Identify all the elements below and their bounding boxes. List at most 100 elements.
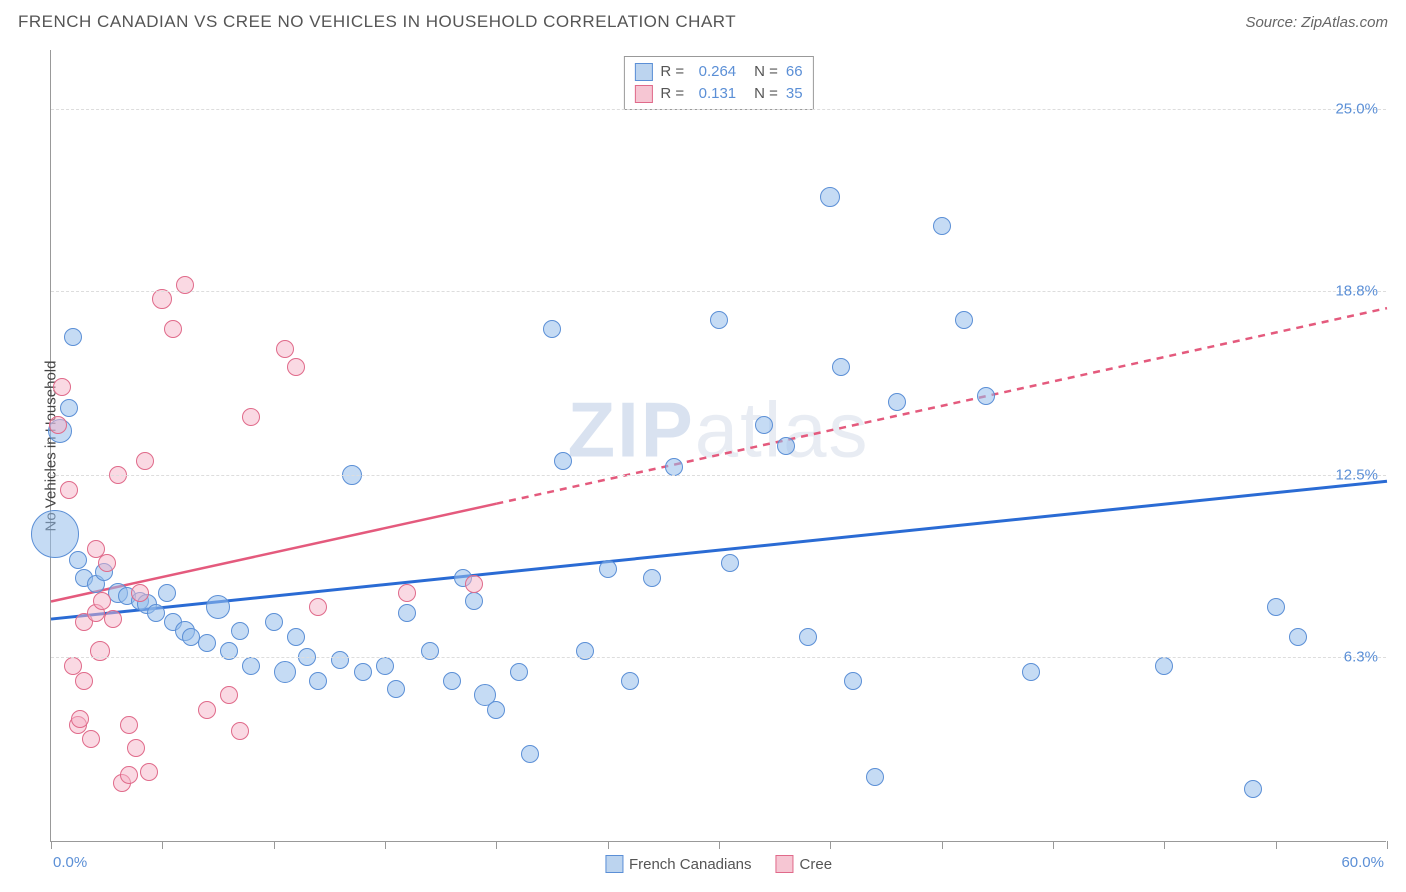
scatter-point xyxy=(158,584,176,602)
x-tick xyxy=(51,841,52,849)
scatter-point xyxy=(376,657,394,675)
scatter-point xyxy=(53,378,71,396)
scatter-point xyxy=(465,575,483,593)
scatter-point xyxy=(510,663,528,681)
scatter-point xyxy=(933,217,951,235)
scatter-point xyxy=(398,604,416,622)
scatter-point xyxy=(287,628,305,646)
x-tick xyxy=(274,841,275,849)
scatter-point xyxy=(443,672,461,690)
plot-area xyxy=(51,50,1386,841)
legend-label: French Canadians xyxy=(629,856,752,873)
x-tick xyxy=(830,841,831,849)
legend-swatch xyxy=(776,855,794,873)
scatter-point xyxy=(465,592,483,610)
scatter-point xyxy=(755,416,773,434)
scatter-point xyxy=(643,569,661,587)
scatter-point xyxy=(104,610,122,628)
scatter-point xyxy=(710,311,728,329)
scatter-point xyxy=(140,763,158,781)
scatter-point xyxy=(69,551,87,569)
gridline xyxy=(51,109,1386,110)
scatter-point xyxy=(287,358,305,376)
scatter-point xyxy=(60,399,78,417)
scatter-point xyxy=(955,311,973,329)
scatter-point xyxy=(164,320,182,338)
correlation-swatch xyxy=(634,85,652,103)
legend-item: Cree xyxy=(776,855,833,873)
y-tick-label: 12.5% xyxy=(1335,467,1378,484)
plot-frame: No Vehicles in Household ZIPatlas R =0.2… xyxy=(50,50,1386,842)
scatter-point xyxy=(120,766,138,784)
scatter-point xyxy=(276,340,294,358)
gridline xyxy=(51,657,1386,658)
n-label: N = xyxy=(754,83,778,105)
scatter-point xyxy=(120,716,138,734)
x-tick xyxy=(1164,841,1165,849)
r-label: R = xyxy=(660,61,684,83)
scatter-point xyxy=(31,510,79,558)
gridline xyxy=(51,291,1386,292)
scatter-point xyxy=(387,680,405,698)
scatter-point xyxy=(90,641,110,661)
scatter-point xyxy=(665,458,683,476)
correlation-swatch xyxy=(634,63,652,81)
scatter-point xyxy=(888,393,906,411)
scatter-point xyxy=(398,584,416,602)
correlation-row: R =0.131N =35 xyxy=(634,83,802,105)
y-tick-label: 6.3% xyxy=(1344,649,1378,666)
r-label: R = xyxy=(660,83,684,105)
x-tick xyxy=(385,841,386,849)
legend-label: Cree xyxy=(800,856,833,873)
n-value: 35 xyxy=(786,83,803,105)
scatter-point xyxy=(231,622,249,640)
scatter-point xyxy=(799,628,817,646)
scatter-point xyxy=(93,592,111,610)
scatter-point xyxy=(832,358,850,376)
scatter-point xyxy=(242,657,260,675)
scatter-point xyxy=(721,554,739,572)
scatter-point xyxy=(866,768,884,786)
scatter-point xyxy=(60,481,78,499)
scatter-point xyxy=(521,745,539,763)
scatter-point xyxy=(75,672,93,690)
scatter-point xyxy=(198,701,216,719)
x-tick xyxy=(608,841,609,849)
scatter-point xyxy=(71,710,89,728)
scatter-point xyxy=(136,452,154,470)
legend-swatch xyxy=(605,855,623,873)
scatter-point xyxy=(242,408,260,426)
scatter-point xyxy=(331,651,349,669)
x-tick xyxy=(1387,841,1388,849)
scatter-point xyxy=(543,320,561,338)
scatter-point xyxy=(777,437,795,455)
scatter-point xyxy=(1267,598,1285,616)
x-tick xyxy=(1053,841,1054,849)
scatter-point xyxy=(220,686,238,704)
n-value: 66 xyxy=(786,61,803,83)
scatter-point xyxy=(64,328,82,346)
scatter-point xyxy=(354,663,372,681)
scatter-point xyxy=(147,604,165,622)
scatter-point xyxy=(621,672,639,690)
chart-title: FRENCH CANADIAN VS CREE NO VEHICLES IN H… xyxy=(18,12,736,32)
scatter-point xyxy=(554,452,572,470)
x-tick xyxy=(942,841,943,849)
r-value: 0.264 xyxy=(692,61,736,83)
scatter-point xyxy=(1022,663,1040,681)
scatter-point xyxy=(127,739,145,757)
scatter-point xyxy=(1289,628,1307,646)
y-tick-label: 25.0% xyxy=(1335,100,1378,117)
gridline xyxy=(51,475,1386,476)
x-tick xyxy=(162,841,163,849)
n-label: N = xyxy=(754,61,778,83)
scatter-point xyxy=(844,672,862,690)
scatter-point xyxy=(309,598,327,616)
correlation-box: R =0.264N =66R =0.131N =35 xyxy=(623,56,813,110)
legend-item: French Canadians xyxy=(605,855,752,873)
scatter-point xyxy=(1244,780,1262,798)
scatter-point xyxy=(82,730,100,748)
legend: French Canadians Cree xyxy=(605,855,832,873)
scatter-point xyxy=(98,554,116,572)
x-tick xyxy=(496,841,497,849)
